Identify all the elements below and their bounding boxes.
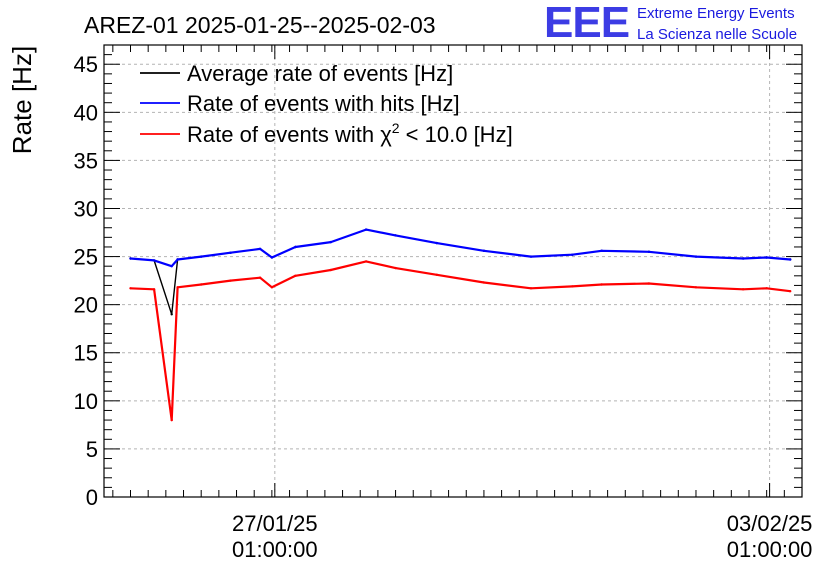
series-point-chi2 — [765, 287, 768, 290]
series-point-hits — [600, 249, 603, 252]
series-point-hits — [364, 228, 368, 231]
series-point-hits — [258, 247, 262, 251]
y-tick-label: 5 — [86, 437, 98, 462]
series-point-hits — [129, 257, 132, 260]
series-point-chi2 — [600, 283, 603, 286]
series-point-hits — [229, 251, 232, 254]
series-point-chi2 — [435, 273, 438, 276]
series-point-average — [170, 313, 173, 316]
grid-lines — [104, 45, 802, 497]
series-point-chi2 — [270, 286, 274, 289]
series-point-hits — [482, 249, 486, 252]
series-point-hits — [765, 256, 768, 259]
logo-line-2: La Scienza nelle Scuole — [637, 26, 797, 43]
series-point-chi2 — [364, 260, 368, 263]
legend-label-average: Average rate of events [Hz] — [187, 61, 453, 86]
series-point-hits — [529, 255, 533, 258]
series-point-chi2 — [229, 279, 232, 282]
legend: Average rate of events [Hz] Rate of even… — [140, 61, 513, 147]
series-point-hits — [694, 255, 698, 258]
legend-label-chi2: Rate of events with χ2 < 10.0 [Hz] — [187, 120, 513, 147]
series-point-chi2 — [529, 287, 533, 290]
x-tick-label-time: 01:00:00 — [232, 537, 318, 562]
y-tick-label: 15 — [74, 341, 98, 366]
series-line-hits — [130, 228, 791, 268]
series-point-hits — [789, 258, 792, 261]
series-point-chi2 — [394, 266, 397, 270]
series-point-chi2 — [258, 276, 262, 279]
y-tick-labels: 0 5 10 15 20 25 30 35 40 45 — [74, 52, 98, 510]
series-layer — [129, 228, 792, 422]
series-point-hits — [152, 259, 156, 262]
logo-mark: EEE — [544, 0, 629, 47]
x-tick-label-date: 03/02/25 — [727, 511, 813, 536]
y-tick-label: 45 — [74, 52, 98, 77]
series-point-hits — [435, 241, 438, 245]
legend-label-hits: Rate of events with hits [Hz] — [187, 91, 460, 116]
series-point-chi2 — [789, 290, 792, 293]
x-tick-label-date: 27/01/25 — [232, 511, 318, 536]
series-point-hits — [170, 265, 173, 268]
series-point-hits — [329, 240, 332, 244]
y-tick-label: 20 — [74, 293, 98, 318]
y-tick-label: 30 — [74, 196, 98, 221]
series-line-average — [130, 228, 791, 315]
legend-chi2-sup: 2 — [392, 120, 400, 136]
series-point-chi2 — [129, 287, 132, 290]
series-point-hits — [176, 258, 179, 261]
series-point-chi2 — [482, 281, 486, 284]
series-point-chi2 — [329, 268, 332, 272]
series-point-hits — [294, 245, 297, 249]
legend-chi2-prefix: Rate of events with χ — [187, 122, 392, 147]
series-point-chi2 — [200, 283, 203, 286]
series-point-chi2 — [647, 282, 651, 285]
series-point-chi2 — [571, 285, 574, 288]
y-tick-label: 40 — [74, 100, 98, 125]
y-tick-label: 10 — [74, 389, 98, 414]
series-point-chi2 — [152, 288, 156, 291]
series-point-chi2 — [170, 418, 173, 422]
series-line-chi2 — [130, 260, 791, 422]
eee-logo: EEE Extreme Energy Events La Scienza nel… — [544, 0, 797, 47]
chart-title: AREZ-01 2025-01-25--2025-02-03 — [84, 12, 436, 38]
series-point-hits — [647, 250, 651, 253]
series-point-hits — [741, 257, 745, 260]
series-point-hits — [571, 253, 574, 256]
legend-chi2-suffix: < 10.0 [Hz] — [400, 122, 513, 147]
series-point-hits — [200, 255, 203, 258]
y-tick-label: 35 — [74, 148, 98, 173]
x-tick-label-time: 01:00:00 — [727, 537, 813, 562]
series-point-hits — [270, 256, 274, 259]
axis-ticks — [104, 44, 802, 498]
series-point-chi2 — [176, 286, 179, 289]
series-point-chi2 — [694, 286, 698, 289]
y-tick-label: 25 — [74, 245, 98, 270]
series-point-chi2 — [294, 274, 297, 277]
y-tick-label: 0 — [86, 485, 98, 510]
series-point-chi2 — [741, 288, 745, 291]
y-axis-title: Rate [Hz] — [7, 46, 37, 154]
series-point-hits — [394, 234, 397, 237]
logo-line-1: Extreme Energy Events — [637, 5, 795, 22]
plot-frame — [103, 44, 803, 498]
